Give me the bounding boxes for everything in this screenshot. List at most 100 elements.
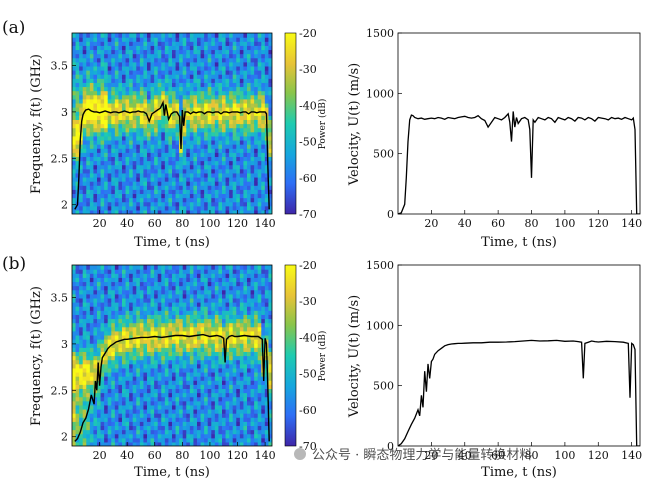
heatmap-cell [268, 74, 272, 79]
heatmap-cell [204, 326, 209, 332]
heatmap-cell [154, 205, 159, 211]
heatmap-cell [139, 289, 145, 295]
heatmap-cell [182, 107, 187, 112]
heatmap-cell [147, 107, 152, 112]
heatmap-cell [232, 425, 237, 431]
heatmap-cell [247, 433, 252, 439]
heatmap-cell [111, 168, 116, 174]
heatmap-cell [93, 168, 98, 174]
heatmap-cell [175, 37, 180, 42]
heatmap-cell [75, 421, 80, 427]
heatmap-cell [204, 156, 209, 162]
heatmap-cell [147, 289, 152, 295]
heatmap-cell [72, 285, 77, 291]
heatmap-cell [239, 37, 245, 42]
heatmap-cell [136, 90, 141, 96]
heatmap-cell [168, 168, 173, 174]
heatmap-cell [229, 384, 234, 390]
heatmap-cell [239, 107, 245, 112]
heatmap-cell [82, 37, 87, 42]
heatmap-cell [157, 94, 162, 100]
heatmap-cell [207, 417, 212, 422]
heatmap-cell [172, 197, 177, 203]
heatmap-cell [104, 330, 109, 336]
heatmap-cell [207, 176, 212, 182]
heatmap-cell [118, 289, 123, 295]
heatmap-cell [168, 74, 173, 79]
heatmap-cell [247, 201, 252, 207]
heatmap-cell [225, 107, 230, 112]
y-axis-label-b: Frequency, f(t) (GHz) [29, 286, 44, 426]
heatmap-cell [218, 388, 223, 394]
heatmap-cell [89, 425, 95, 431]
heatmap-cell [254, 107, 259, 112]
heatmap-cell [125, 123, 130, 129]
heatmap-cell [104, 102, 109, 108]
heatmap-cell [147, 297, 152, 303]
heatmap-cell [229, 205, 234, 211]
heatmap-cell [239, 57, 245, 63]
heatmap-cell [161, 408, 166, 414]
heatmap-cell [222, 367, 227, 373]
heatmap-cell [125, 41, 130, 46]
heatmap-cell [214, 90, 220, 96]
heatmap-cell [247, 417, 252, 422]
heatmap-cell [250, 205, 255, 211]
heatmap-cell [75, 135, 80, 141]
heatmap-cell [236, 90, 241, 96]
heatmap-cell [89, 306, 95, 311]
heatmap-cell [229, 265, 234, 270]
heatmap-cell [193, 61, 198, 67]
heatmap-cell [239, 205, 245, 211]
heatmap-cell [204, 111, 209, 116]
heatmap-cell [175, 359, 180, 365]
heatmap-cell [122, 156, 127, 162]
heatmap-cell [114, 172, 120, 178]
heatmap-cell [150, 82, 155, 88]
heatmap-cell [222, 176, 227, 182]
heatmap-cell [250, 107, 255, 112]
heatmap-cell [114, 384, 120, 390]
heatmap-cell [107, 421, 112, 427]
heatmap-cell [97, 90, 102, 96]
heatmap-cell [143, 265, 148, 270]
heatmap-cell [222, 65, 227, 71]
heatmap-cell [179, 94, 184, 100]
heatmap-cell [157, 367, 162, 373]
heatmap-cell [261, 209, 266, 214]
y-tick-label: 3 [61, 106, 68, 119]
heatmap-cell [232, 139, 237, 145]
heatmap-cell [214, 396, 220, 402]
heatmap-cell [139, 90, 145, 96]
heatmap-cell [161, 355, 166, 361]
heatmap-cell [182, 396, 187, 402]
heatmap-cell [86, 277, 91, 283]
heatmap-cell [129, 53, 134, 59]
heatmap-cell [232, 131, 237, 137]
heatmap-cell [175, 265, 180, 270]
heatmap-cell [97, 209, 102, 214]
heatmap-cell [89, 139, 95, 145]
heatmap-cell [172, 318, 177, 324]
heatmap-cell [161, 441, 166, 446]
heatmap-cell [257, 339, 262, 344]
heatmap-cell [75, 269, 80, 274]
heatmap-cell [222, 61, 227, 67]
heatmap-cell [250, 176, 255, 182]
heatmap-cell [214, 433, 220, 439]
heatmap-cell [132, 139, 137, 145]
heatmap-cell [186, 33, 191, 38]
heatmap-cell [232, 273, 237, 278]
heatmap-cell [229, 277, 234, 283]
heatmap-cell [250, 269, 255, 274]
heatmap-cell [164, 176, 170, 182]
heatmap-cell [200, 285, 205, 291]
heatmap-cell [186, 351, 191, 357]
heatmap-cell [93, 376, 98, 381]
heatmap-cell [79, 334, 84, 340]
heatmap-cell [264, 318, 270, 324]
heatmap-cell [257, 94, 262, 100]
heatmap-cell [154, 289, 159, 295]
heatmap-cell [75, 306, 80, 311]
heatmap-cell [214, 144, 220, 149]
